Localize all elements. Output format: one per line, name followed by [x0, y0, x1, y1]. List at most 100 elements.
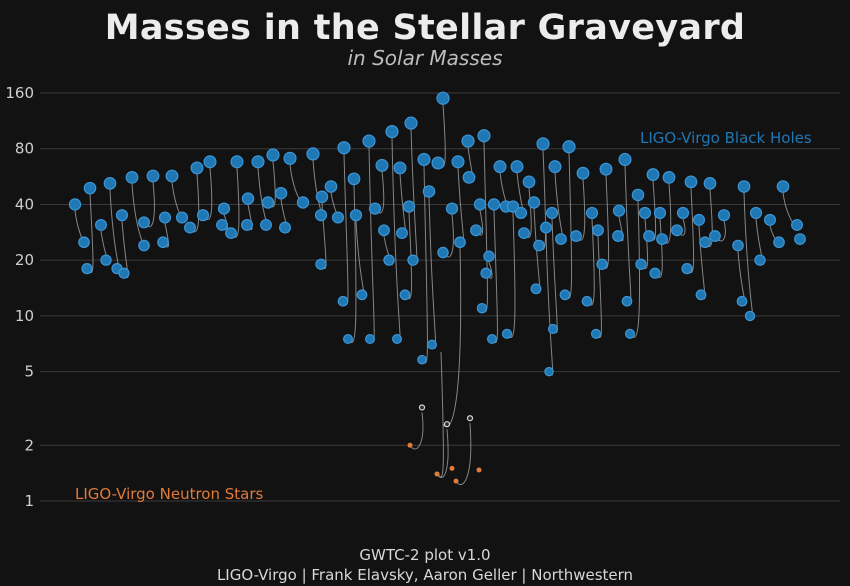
black-hole-point — [555, 233, 567, 245]
black-hole-point — [251, 155, 265, 169]
neutron-star-point — [453, 478, 459, 484]
black-hole-point — [794, 233, 806, 245]
black-hole-point — [506, 200, 520, 213]
black-hole-point — [175, 211, 189, 224]
black-hole-point — [138, 239, 150, 252]
merger-arc — [564, 152, 573, 299]
black-hole-point — [402, 200, 416, 213]
uncertain-point — [466, 415, 474, 422]
black-hole-point — [445, 202, 459, 215]
black-hole-point — [510, 160, 524, 174]
black-hole-point — [260, 218, 272, 231]
black-hole-point — [337, 141, 351, 155]
merger-arc — [624, 165, 632, 306]
black-hole-point — [422, 185, 436, 198]
black-hole-point — [125, 170, 139, 184]
black-hole-point — [157, 236, 169, 249]
black-hole-point — [522, 175, 536, 189]
black-hole-point — [717, 209, 731, 222]
black-hole-point — [518, 227, 530, 240]
black-hole-point — [368, 202, 382, 215]
black-hole-point — [83, 181, 97, 195]
black-hole-point — [137, 216, 151, 229]
black-hole-point — [100, 254, 112, 266]
black-hole-point — [527, 196, 541, 209]
black-hole-point — [306, 147, 320, 161]
uncertain-point — [418, 404, 426, 411]
black-hole-point — [115, 209, 129, 222]
black-hole-point — [544, 366, 554, 377]
black-hole-point — [493, 160, 507, 174]
black-hole-point — [514, 206, 528, 220]
black-hole-point — [699, 236, 711, 249]
merger-arc — [629, 200, 641, 338]
black-hole-point — [203, 155, 217, 169]
black-hole-point — [749, 206, 763, 220]
merger-arc — [368, 147, 375, 343]
black-hole-point — [732, 239, 744, 252]
black-hole-point — [342, 334, 354, 345]
black-hole-point — [324, 180, 338, 193]
black-hole-point — [473, 198, 487, 211]
black-hole-point — [216, 218, 228, 231]
black-hole-point — [266, 148, 280, 162]
black-hole-point — [592, 224, 604, 237]
black-hole-point — [461, 134, 475, 148]
black-hole-point — [776, 180, 790, 193]
black-hole-point — [581, 295, 593, 307]
black-hole-point — [396, 227, 408, 240]
black-hole-point — [279, 221, 291, 234]
neutron-star-point — [407, 442, 413, 448]
black-hole-point — [476, 302, 488, 314]
black-hole-point — [483, 250, 495, 262]
y-axis-ticks: 1 2 5 10 20 40 80 160 — [5, 84, 34, 510]
black-hole-point — [773, 236, 785, 249]
black-hole-point — [612, 230, 624, 242]
black-hole-point — [95, 218, 107, 231]
black-hole-point — [662, 170, 676, 184]
merger-arc — [409, 412, 424, 450]
black-hole-point — [559, 289, 571, 301]
legend-neutron-stars: LIGO-Virgo Neutron Stars — [75, 485, 264, 503]
black-hole-point — [487, 198, 501, 211]
black-hole-point — [477, 129, 491, 143]
black-hole-point — [643, 230, 655, 242]
black-hole-point — [692, 213, 706, 226]
black-hole-point — [791, 218, 803, 231]
merger-arc — [436, 429, 449, 478]
black-hole-point — [536, 137, 550, 151]
uncertain-point — [443, 421, 451, 428]
black-hole-point — [225, 227, 237, 240]
black-hole-point — [190, 161, 204, 175]
black-hole-point — [681, 263, 693, 275]
neutron-star-point — [449, 465, 455, 471]
black-hole-point — [540, 221, 552, 234]
black-hole-point — [393, 161, 407, 175]
black-hole-point — [744, 310, 756, 322]
black-hole-point — [562, 140, 576, 154]
black-hole-point — [391, 334, 403, 345]
black-hole-point — [635, 258, 647, 270]
black-hole-point — [417, 152, 431, 167]
black-hole-point — [337, 295, 349, 307]
y-tick-label: 160 — [5, 84, 34, 102]
black-hole-point — [547, 323, 559, 335]
black-hole-point — [676, 206, 690, 220]
black-hole-point — [684, 175, 698, 189]
merger-arc — [437, 351, 444, 478]
merger-arc — [428, 197, 437, 349]
black-hole-point — [146, 169, 160, 183]
black-hole-point — [462, 170, 476, 184]
black-hole-point — [754, 254, 766, 266]
black-hole-point — [241, 192, 255, 205]
black-hole-point — [480, 267, 492, 279]
black-hole-point — [533, 239, 545, 252]
black-hole-point — [671, 224, 683, 237]
black-hole-point — [530, 283, 542, 295]
y-tick-label: 20 — [15, 251, 34, 269]
black-hole-point — [356, 289, 368, 301]
black-hole-point — [486, 334, 498, 345]
black-hole-point — [709, 230, 721, 242]
black-hole-point — [296, 196, 310, 209]
